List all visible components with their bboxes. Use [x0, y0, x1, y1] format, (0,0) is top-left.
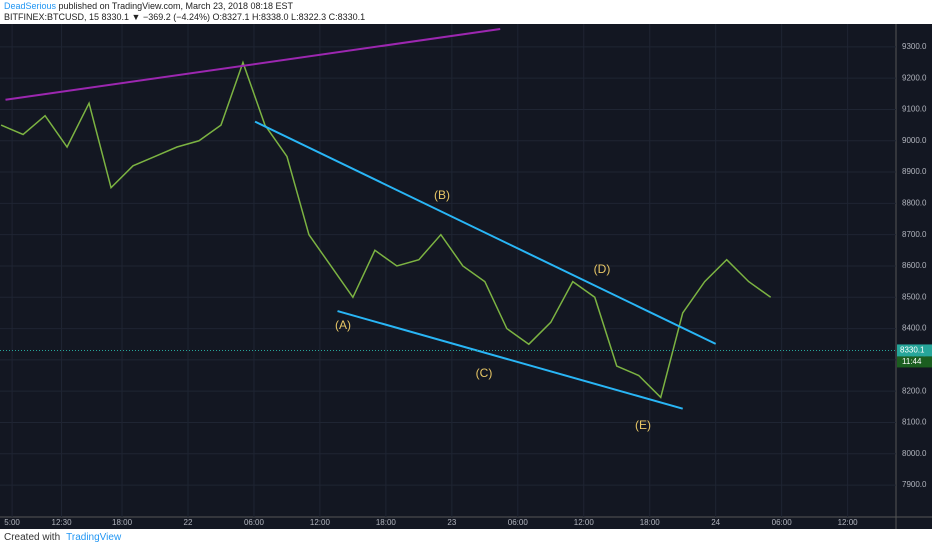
- y-tick-label: 8800.0: [902, 198, 927, 207]
- y-tick-label: 7900.0: [902, 480, 927, 489]
- trend-line: [337, 310, 683, 410]
- brand[interactable]: TradingView: [66, 532, 122, 543]
- publish-line: DeadSerious published on TradingView.com…: [4, 1, 293, 11]
- price-tag-label: 8330.1: [900, 346, 925, 355]
- created-with: Created with: [4, 532, 61, 543]
- trend-line: [254, 120, 717, 345]
- x-tick-label: 18:00: [112, 518, 133, 527]
- y-tick-label: 8600.0: [902, 261, 927, 270]
- y-tick-label: 8900.0: [902, 167, 927, 176]
- x-tick-label: 06:00: [508, 518, 529, 527]
- chart: 7900.08000.08100.08200.08300.08400.08500…: [0, 24, 932, 529]
- price-line: [0, 60, 772, 399]
- price-tag: [897, 344, 932, 357]
- y-tick-label: 8700.0: [902, 230, 927, 239]
- x-tick-label: 24: [711, 518, 720, 527]
- y-tick-label: 9100.0: [902, 105, 927, 114]
- trend-line: [5, 28, 501, 101]
- wave-label: (C): [476, 366, 493, 380]
- y-tick-label: 9300.0: [902, 42, 927, 51]
- wave-label: (D): [594, 262, 611, 276]
- y-tick-label: 8000.0: [902, 449, 927, 458]
- y-tick-label: 9200.0: [902, 73, 927, 82]
- y-tick-label: 8400.0: [902, 324, 927, 333]
- y-tick-label: 8100.0: [902, 418, 927, 427]
- x-tick-label: 18:00: [640, 518, 661, 527]
- x-tick-label: 12:00: [574, 518, 595, 527]
- x-tick-label: 12:00: [310, 518, 331, 527]
- plot-background: [0, 24, 932, 529]
- x-tick-label: 12:30: [52, 518, 73, 527]
- countdown-tag: [897, 356, 932, 368]
- x-tick-label: 5:00: [4, 518, 20, 527]
- x-tick-label: 06:00: [244, 518, 265, 527]
- y-tick-label: 8500.0: [902, 292, 927, 301]
- symbol-line: BITFINEX:BTCUSD, 15 8330.1 ▼ −369.2 (−4.…: [4, 12, 366, 22]
- x-tick-label: 12:00: [838, 518, 859, 527]
- x-tick-label: 23: [447, 518, 456, 527]
- countdown-label: 11:44: [902, 357, 922, 366]
- wave-label: (E): [635, 418, 651, 432]
- x-tick-label: 06:00: [772, 518, 793, 527]
- wave-label: (B): [434, 188, 450, 202]
- footer: Created with TradingView: [4, 532, 121, 543]
- wave-label: (A): [335, 318, 351, 332]
- y-tick-label: 9000.0: [902, 136, 927, 145]
- published: published on TradingView.com, March 23, …: [58, 1, 294, 11]
- y-tick-label: 8200.0: [902, 386, 927, 395]
- x-tick-label: 18:00: [376, 518, 397, 527]
- x-tick-label: 22: [184, 518, 193, 527]
- author[interactable]: DeadSerious: [4, 1, 57, 11]
